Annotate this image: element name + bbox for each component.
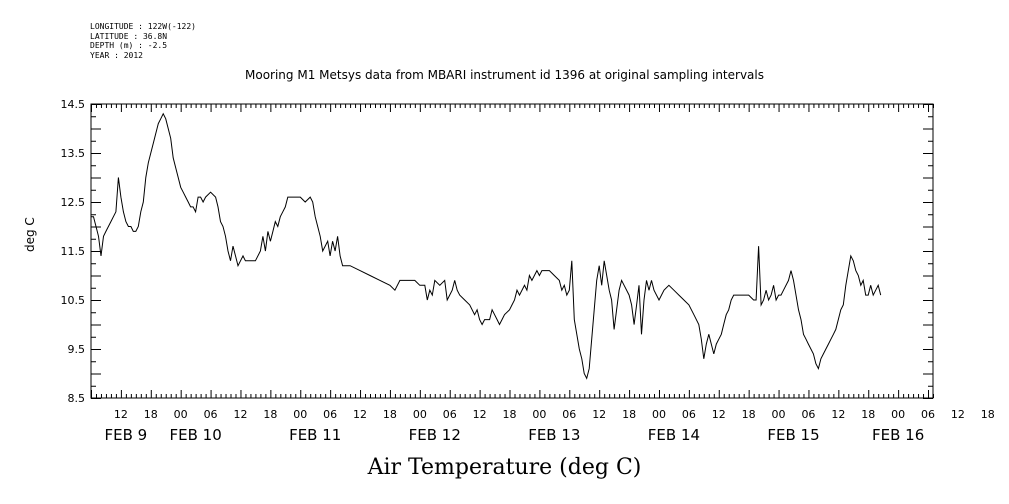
x-hour-label: 06: [204, 408, 218, 421]
y-tick-label: 13.5: [61, 147, 86, 160]
x-hour-label: 06: [801, 408, 815, 421]
x-hour-label: 06: [921, 408, 935, 421]
x-hour-label: 12: [353, 408, 367, 421]
x-day-label: FEB 15: [767, 426, 819, 444]
x-hour-label: 18: [742, 408, 756, 421]
x-day-label: FEB 11: [289, 426, 341, 444]
x-day-label: FEB 13: [528, 426, 580, 444]
x-hour-label: 12: [712, 408, 726, 421]
longitude-label: LONGITUDE : 122W(-122): [90, 22, 196, 31]
x-hour-label: 00: [174, 408, 188, 421]
chart-title: Mooring M1 Metsys data from MBARI instru…: [245, 68, 764, 82]
x-day-label: FEB 9: [105, 426, 148, 444]
x-axis-label: Air Temperature (deg C): [367, 455, 642, 480]
y-tick-label: 11.5: [61, 245, 86, 258]
x-hour-label: 12: [951, 408, 965, 421]
y-tick-label: 10.5: [61, 294, 86, 307]
air-temperature-line: [91, 112, 882, 380]
x-hour-label: 18: [861, 408, 875, 421]
metadata-header: LONGITUDE : 122W(-122) LATITUDE : 36.8N …: [90, 22, 196, 60]
x-hour-label: 18: [981, 408, 995, 421]
depth-label: DEPTH (m) : -2.5: [90, 41, 168, 50]
x-hour-label: 00: [293, 408, 307, 421]
x-day-label: FEB 12: [409, 426, 461, 444]
latitude-label: LATITUDE : 36.8N: [90, 31, 168, 41]
x-hour-label: 18: [144, 408, 158, 421]
y-tick-label: 8.5: [68, 392, 86, 405]
y-tick-label: 14.5: [61, 98, 86, 111]
x-hour-label: 06: [682, 408, 696, 421]
x-hour-label: 18: [263, 408, 277, 421]
y-tick-label: 9.5: [68, 343, 86, 356]
x-hour-label: 12: [831, 408, 845, 421]
x-hour-label: 00: [891, 408, 905, 421]
plot-frame: [90, 103, 934, 399]
y-tick-label: 12.5: [61, 196, 86, 209]
x-hour-label: 12: [592, 408, 606, 421]
x-hour-label: 12: [114, 408, 128, 421]
x-hour-label: 00: [772, 408, 786, 421]
x-hour-label: 18: [622, 408, 636, 421]
x-hour-label: 18: [503, 408, 517, 421]
x-hour-label: 06: [443, 408, 457, 421]
x-hour-label: 12: [473, 408, 487, 421]
year-label: YEAR : 2012: [90, 50, 143, 60]
x-hour-label: 00: [652, 408, 666, 421]
x-hour-label: 00: [532, 408, 546, 421]
x-hour-label: 12: [233, 408, 247, 421]
x-day-label: FEB 10: [169, 426, 221, 444]
x-hour-label: 06: [562, 408, 576, 421]
x-hour-label: 18: [383, 408, 397, 421]
x-hour-label: 00: [413, 408, 427, 421]
x-day-label: FEB 14: [648, 426, 700, 444]
x-hour-label: 06: [323, 408, 337, 421]
x-day-label: FEB 16: [872, 426, 924, 444]
